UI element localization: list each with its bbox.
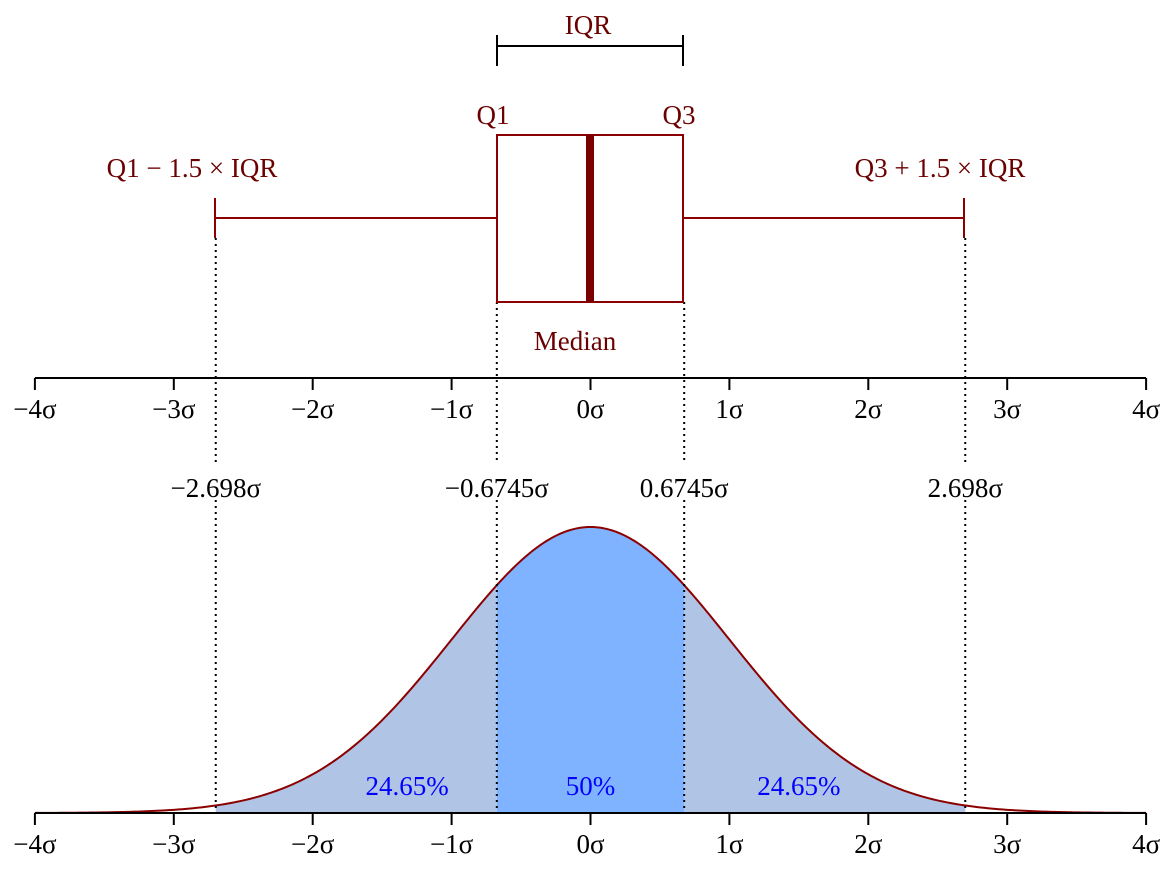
region-percent-label: 24.65% [366,771,449,801]
q3-label: Q3 [663,100,696,130]
normal-curve [34,525,1147,814]
axis-tick-label: −3σ [152,829,196,859]
upper-whisker-label: Q3 + 1.5 × IQR [855,153,1026,183]
axis-tick-label: −1σ [430,394,474,424]
region-percent-label: 24.65% [757,771,840,801]
axis-tick-label: −3σ [152,394,196,424]
iqr-bracket [496,35,684,66]
axis-tick-label: 4σ [1132,394,1161,424]
axis-tick-label: 1σ [715,394,744,424]
axis-tick-label: 2σ [854,829,883,859]
region-percent-label: 50% [566,771,616,801]
axis-tick-label: −4σ [13,829,57,859]
quantile-value-label: −2.698σ [170,473,261,503]
left-tail-area [215,585,497,813]
right-tail-area [684,585,966,813]
iqr-label: IQR [565,10,612,40]
quantile-value-label: −0.6745σ [445,473,549,503]
axis-tick-label: 4σ [1132,829,1161,859]
quantile-value-label: 2.698σ [928,473,1004,503]
axis-tick-label: −2σ [291,394,335,424]
axis-tick-label: 0σ [576,829,605,859]
q1-label: Q1 [477,100,510,130]
box-plot [214,134,965,303]
axis-tick-label: 3σ [993,829,1022,859]
axis-tick-label: 1σ [715,829,744,859]
axis-tick-label: 3σ [993,394,1022,424]
median-label: Median [534,326,617,356]
axis-tick-label: −4σ [13,394,57,424]
axis-tick-label: 0σ [576,394,605,424]
lower-whisker-label: Q1 − 1.5 × IQR [107,153,278,183]
axis-tick-label: −1σ [430,829,474,859]
axis-tick-label: −2σ [291,829,335,859]
iqr-area [496,527,685,813]
axis-tick-label: 2σ [854,394,883,424]
quantile-value-label: 0.6745σ [640,473,729,503]
